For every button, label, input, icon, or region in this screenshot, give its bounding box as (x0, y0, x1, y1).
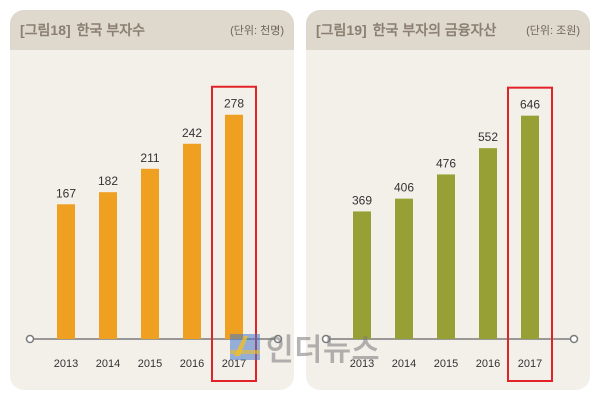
panel-header: [그림19] 한국 부자의 금융자산 (단위: 조원) (306, 10, 590, 50)
highlight-box (507, 86, 553, 382)
x-tick-label: 2015 (138, 358, 162, 370)
bar-2015 (141, 168, 159, 339)
data-label: 646 (520, 98, 540, 112)
bar-2017 (225, 114, 243, 339)
data-label: 167 (56, 186, 76, 200)
axis-end-marker (569, 334, 579, 344)
data-label: 406 (394, 181, 414, 195)
axis-end-marker (321, 334, 331, 344)
x-tick-label: 2013 (350, 358, 374, 370)
x-tick-label: 2014 (392, 358, 416, 370)
bar-2017 (521, 115, 539, 339)
bar-chart: 369 2013 406 2014 476 2015 552 2016 646 2017 (321, 86, 579, 382)
x-tick-label: 2016 (180, 358, 204, 370)
bar-2015 (437, 174, 455, 339)
data-label: 552 (478, 130, 498, 144)
x-tick-label: 2015 (434, 358, 458, 370)
chart-panel-financial-assets: [그림19] 한국 부자의 금융자산 (단위: 조원) 369 2013 406 20… (306, 10, 590, 390)
data-label: 369 (352, 193, 372, 207)
bar-2016 (183, 143, 201, 339)
figure-label: [그림18] (20, 22, 71, 38)
watermark: 인더뉴스 (228, 322, 388, 372)
axis-end-marker (25, 334, 35, 344)
x-tick-label: 2016 (476, 358, 500, 370)
bar-2013 (57, 204, 75, 339)
x-tick-label: 2017 (518, 358, 542, 370)
data-label: 242 (182, 126, 202, 140)
watermark-text: 인더뉴스 (266, 334, 381, 367)
bar-2014 (395, 198, 413, 339)
axis-end-marker (273, 334, 283, 344)
data-label: 278 (224, 97, 244, 111)
x-tick-label: 2017 (222, 358, 246, 370)
x-tick-label: 2013 (54, 358, 78, 370)
bar-2016 (479, 148, 497, 339)
highlight-box (211, 85, 257, 382)
inthenews-logo-icon (228, 330, 262, 364)
data-label: 211 (140, 151, 159, 165)
unit-label: (단위: 조원) (526, 25, 580, 37)
data-label: 182 (98, 174, 118, 188)
chart-title: 한국 부자의 금융자산 (372, 22, 497, 38)
x-tick-label: 2014 (96, 358, 120, 370)
figure-label: [그림19] (316, 22, 367, 38)
chart-title: 한국 부자수 (76, 22, 145, 38)
bar-chart: 167 2013 182 2014 211 2015 242 2016 278 2017 (25, 85, 283, 382)
bar-2014 (99, 192, 117, 339)
unit-label: (단위: 천명) (230, 25, 284, 37)
data-label: 476 (436, 156, 456, 170)
chart-panel-rich-count: [그림18] 한국 부자수 (단위: 천명) 167 2013 182 2014 211… (10, 10, 294, 390)
panel-header: [그림18] 한국 부자수 (단위: 천명) (10, 10, 294, 50)
bar-2013 (353, 211, 371, 339)
